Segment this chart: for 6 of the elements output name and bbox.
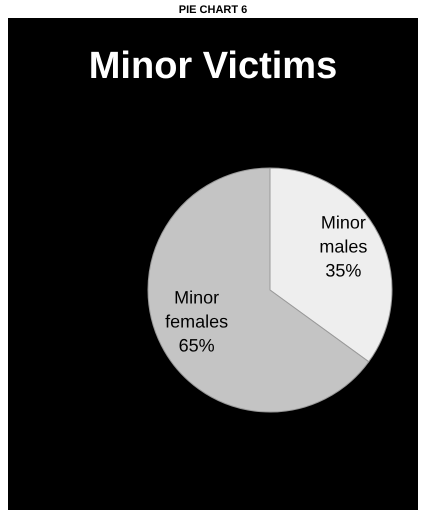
chart-title: Minor Victims — [88, 45, 338, 87]
text: PIE CHART 6 — [178, 4, 248, 16]
data-label: 65% — [178, 335, 215, 356]
slice-label: Minor males — [319, 212, 368, 257]
data-label: 35% — [325, 260, 362, 281]
slice-label: Minor females — [165, 287, 228, 332]
